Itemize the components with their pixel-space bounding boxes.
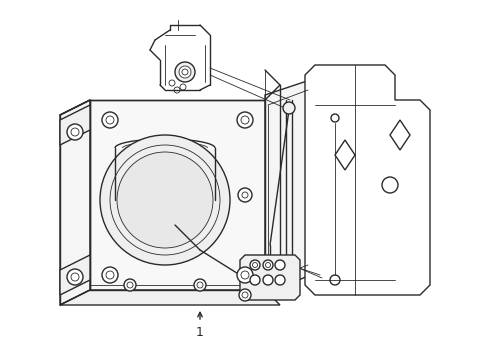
Circle shape	[249, 275, 260, 285]
Circle shape	[102, 267, 118, 283]
Circle shape	[274, 275, 285, 285]
Circle shape	[67, 269, 83, 285]
Circle shape	[194, 279, 205, 291]
Circle shape	[283, 102, 294, 114]
Polygon shape	[305, 65, 429, 295]
Circle shape	[274, 260, 285, 270]
Polygon shape	[240, 255, 299, 300]
Circle shape	[263, 260, 272, 270]
Circle shape	[175, 62, 195, 82]
Circle shape	[124, 279, 136, 291]
Circle shape	[249, 260, 260, 270]
Polygon shape	[60, 290, 280, 305]
Circle shape	[67, 124, 83, 140]
Circle shape	[237, 267, 252, 283]
Circle shape	[239, 289, 250, 301]
Circle shape	[237, 112, 252, 128]
Circle shape	[179, 66, 191, 78]
Text: 1: 1	[196, 325, 203, 338]
Circle shape	[100, 135, 229, 265]
Polygon shape	[60, 255, 90, 295]
Polygon shape	[60, 105, 90, 145]
Circle shape	[263, 275, 272, 285]
Polygon shape	[264, 80, 309, 295]
Circle shape	[117, 152, 213, 248]
Polygon shape	[90, 100, 264, 290]
Polygon shape	[60, 100, 90, 305]
Circle shape	[238, 188, 251, 202]
Circle shape	[102, 112, 118, 128]
